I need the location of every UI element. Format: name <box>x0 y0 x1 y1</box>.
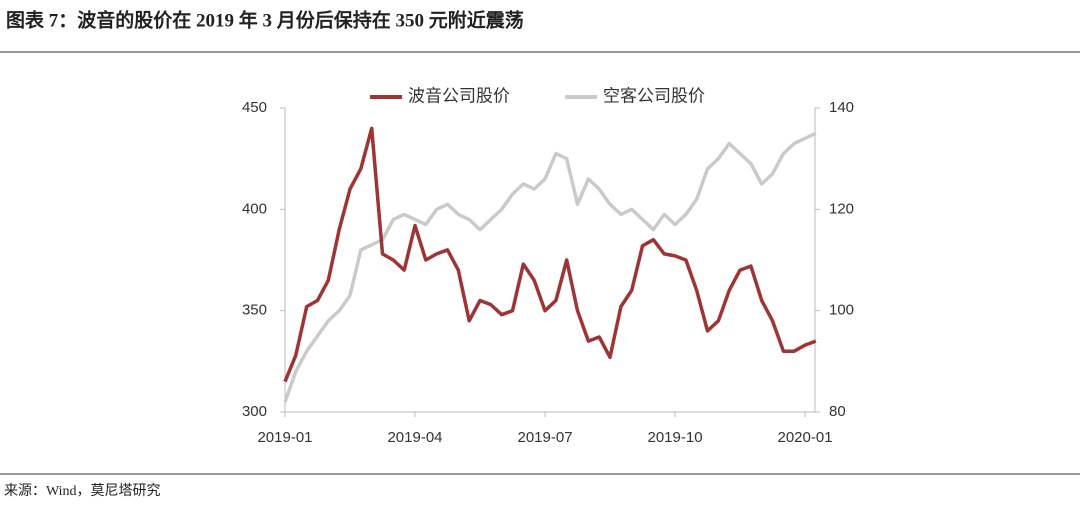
legend-label: 波音公司股价 <box>408 86 510 105</box>
y2-tick-label: 140 <box>829 99 854 116</box>
y2-tick-label: 120 <box>829 200 854 217</box>
y2-tick-label: 100 <box>829 302 854 319</box>
x-tick-label: 2020-01 <box>778 429 833 446</box>
y-tick-label: 350 <box>242 302 267 319</box>
y-tick-label: 300 <box>242 403 267 420</box>
chart-title: 图表 7：波音的股价在 2019 年 3 月份后保持在 350 元附近震荡 <box>6 8 524 31</box>
source: 来源：Wind，莫尼塔研究 <box>4 483 161 499</box>
series-line <box>283 126 817 383</box>
y2-tick-label: 80 <box>829 403 846 420</box>
legend-label: 空客公司股价 <box>603 86 705 105</box>
y-tick-label: 450 <box>242 99 267 116</box>
y-tick-label: 400 <box>242 200 267 217</box>
x-tick-label: 2019-04 <box>387 429 442 446</box>
x-tick-label: 2019-07 <box>517 429 572 446</box>
x-tick-label: 2019-01 <box>257 429 312 446</box>
series-line <box>283 131 817 403</box>
x-tick-label: 2019-10 <box>647 429 702 446</box>
